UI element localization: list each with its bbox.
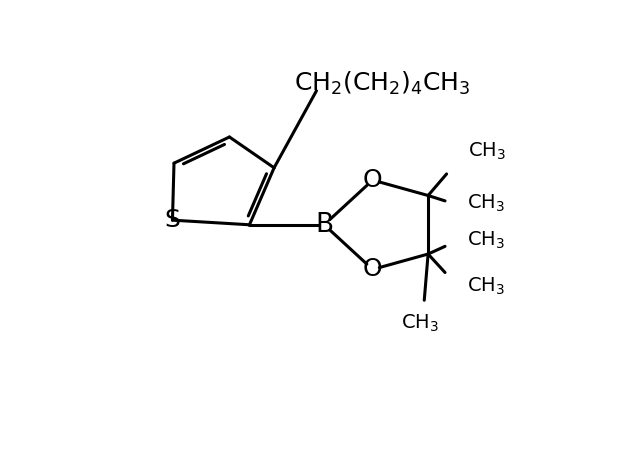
Text: CH$_3$: CH$_3$ xyxy=(467,276,504,297)
Text: CH$_3$: CH$_3$ xyxy=(467,229,504,251)
Text: S: S xyxy=(164,208,180,232)
Text: O: O xyxy=(363,258,383,282)
Text: CH$_3$: CH$_3$ xyxy=(401,313,440,334)
Text: CH$_3$: CH$_3$ xyxy=(468,140,506,162)
Text: B: B xyxy=(315,212,333,238)
Text: CH$_3$: CH$_3$ xyxy=(467,192,504,214)
Text: O: O xyxy=(363,168,383,192)
Text: CH$_2$(CH$_2$)$_4$CH$_3$: CH$_2$(CH$_2$)$_4$CH$_3$ xyxy=(294,70,470,97)
